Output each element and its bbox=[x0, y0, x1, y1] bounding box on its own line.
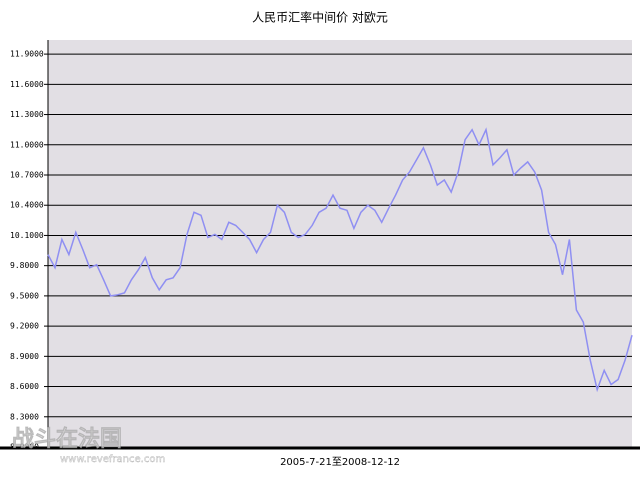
y-tick-label: 11.3000 bbox=[10, 110, 44, 119]
y-tick-label: 9.8000 bbox=[10, 261, 39, 270]
y-tick-label: 11.6000 bbox=[10, 80, 44, 89]
y-tick-label: 8.6000 bbox=[10, 382, 39, 391]
y-tick-label: 8.9000 bbox=[10, 352, 39, 361]
y-tick-label: 10.1000 bbox=[10, 231, 44, 240]
y-tick-label: 9.2000 bbox=[10, 322, 39, 331]
y-tick-label: 11.9000 bbox=[10, 50, 44, 59]
y-tick-label: 8.3000 bbox=[10, 412, 39, 421]
y-tick-label: 10.4000 bbox=[10, 201, 44, 210]
y-tick-label: 9.5000 bbox=[10, 291, 39, 300]
data-line bbox=[47, 127, 633, 393]
watermark: 战斗在法国 bbox=[12, 426, 122, 452]
y-tick-label: 11.0000 bbox=[10, 140, 44, 149]
chart-title: 人民币汇率中间价 对欧元 bbox=[252, 10, 388, 25]
y-tick-label: 10.7000 bbox=[10, 170, 44, 179]
x-axis-label: 2005-7-21至2008-12-12 bbox=[280, 456, 400, 468]
watermark-url: www.revefrance.com bbox=[60, 454, 165, 465]
plot-area bbox=[48, 40, 632, 447]
